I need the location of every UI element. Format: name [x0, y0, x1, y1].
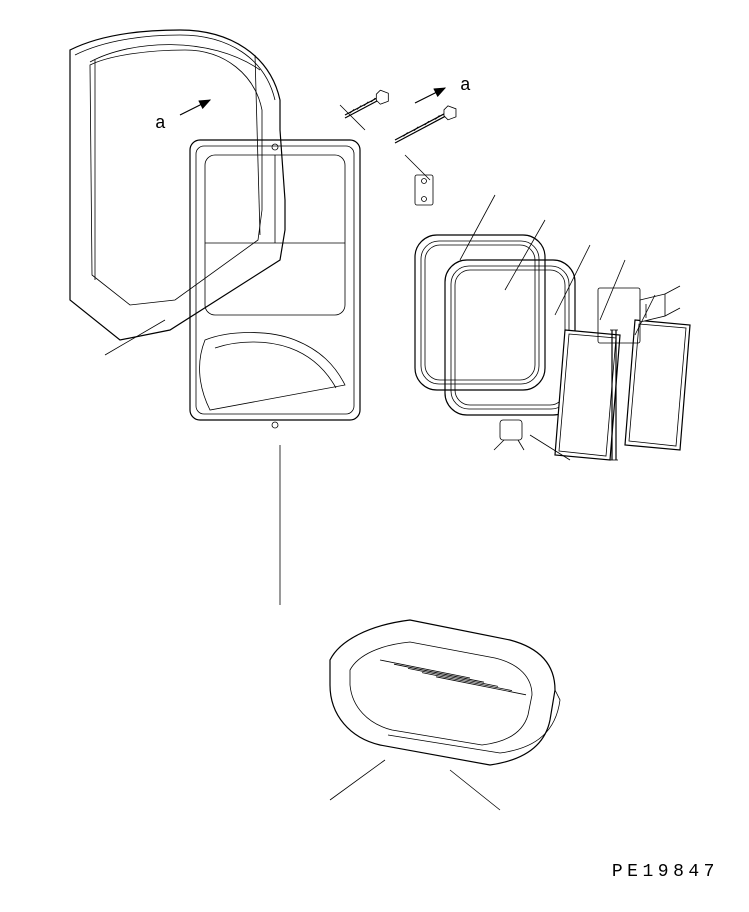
view-label-a: a — [460, 76, 471, 96]
view-label-a: a — [155, 114, 166, 134]
exploded-diagram: aa — [0, 0, 749, 912]
drawing-number: PE19847 — [612, 862, 719, 882]
